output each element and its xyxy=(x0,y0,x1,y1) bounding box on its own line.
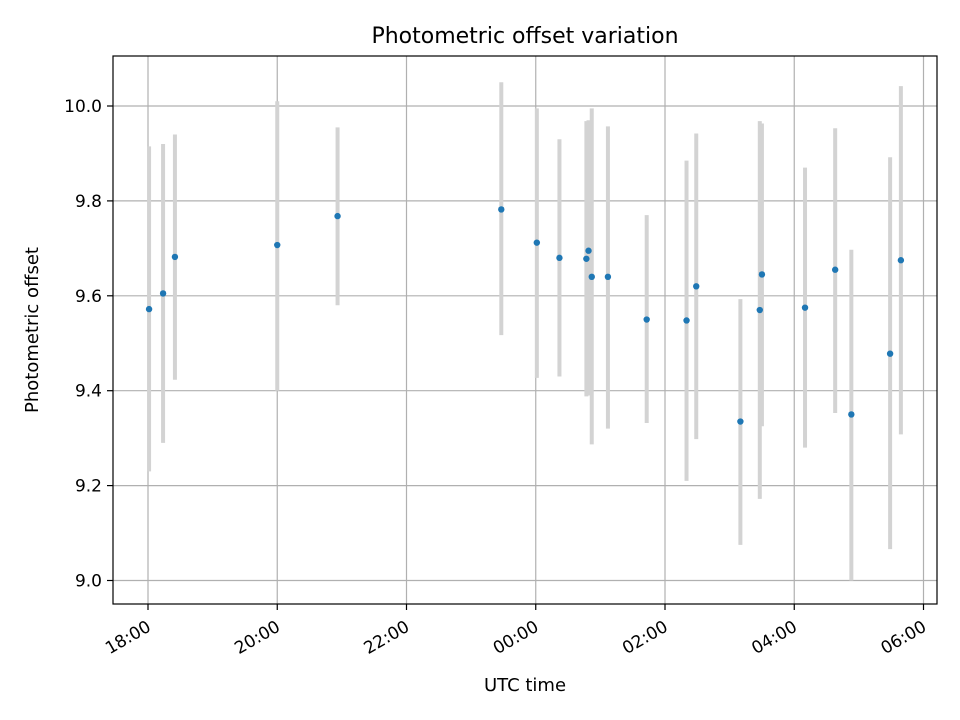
data-point xyxy=(533,239,541,246)
y-tick-label: 9.8 xyxy=(75,192,102,212)
y-axis-label: Photometric offset xyxy=(22,247,43,413)
data-point xyxy=(585,247,592,254)
data-point xyxy=(171,253,179,261)
x-axis-ticks: 18:00 20:00 22:00 00:00 02:00 04:00 06:00 xyxy=(102,604,930,659)
data-point xyxy=(897,257,905,264)
data-point xyxy=(756,306,763,314)
y-tick-label: 9.6 xyxy=(75,287,102,307)
data-point xyxy=(334,212,341,220)
x-tick-label: 02:00 xyxy=(619,617,671,659)
error-bars xyxy=(147,82,903,581)
data-point xyxy=(737,418,744,425)
x-tick-label: 00:00 xyxy=(490,617,542,659)
plot-frame xyxy=(112,55,938,605)
y-tick-label: 10.0 xyxy=(64,97,102,117)
data-point xyxy=(556,254,563,262)
data-points xyxy=(145,206,905,425)
data-point xyxy=(693,283,700,290)
data-point xyxy=(583,255,590,262)
x-axis-label: UTC time xyxy=(484,675,566,696)
data-point xyxy=(159,290,167,297)
x-tick-label: 18:00 xyxy=(102,617,154,659)
data-point xyxy=(498,206,505,213)
data-point xyxy=(588,273,595,281)
y-tick-label: 9.2 xyxy=(75,477,102,497)
data-point xyxy=(848,411,855,418)
y-tick-label: 9.0 xyxy=(75,572,102,592)
data-point xyxy=(758,271,766,278)
x-tick-label: 06:00 xyxy=(878,617,930,659)
y-axis-ticks: 9.0 9.2 9.4 9.6 9.8 10.0 xyxy=(64,97,113,592)
y-tick-label: 9.4 xyxy=(75,382,102,402)
data-point xyxy=(643,316,650,323)
data-point xyxy=(831,266,839,273)
data-point xyxy=(683,317,690,324)
chart-title: Photometric offset variation xyxy=(371,24,678,49)
data-point xyxy=(886,350,894,357)
data-point xyxy=(145,305,153,313)
grid xyxy=(113,56,937,604)
data-point xyxy=(604,273,612,281)
x-tick-label: 04:00 xyxy=(748,617,800,659)
x-tick-label: 22:00 xyxy=(361,617,413,659)
data-point xyxy=(274,241,281,249)
data-point xyxy=(801,304,809,311)
x-tick-label: 20:00 xyxy=(231,617,283,659)
